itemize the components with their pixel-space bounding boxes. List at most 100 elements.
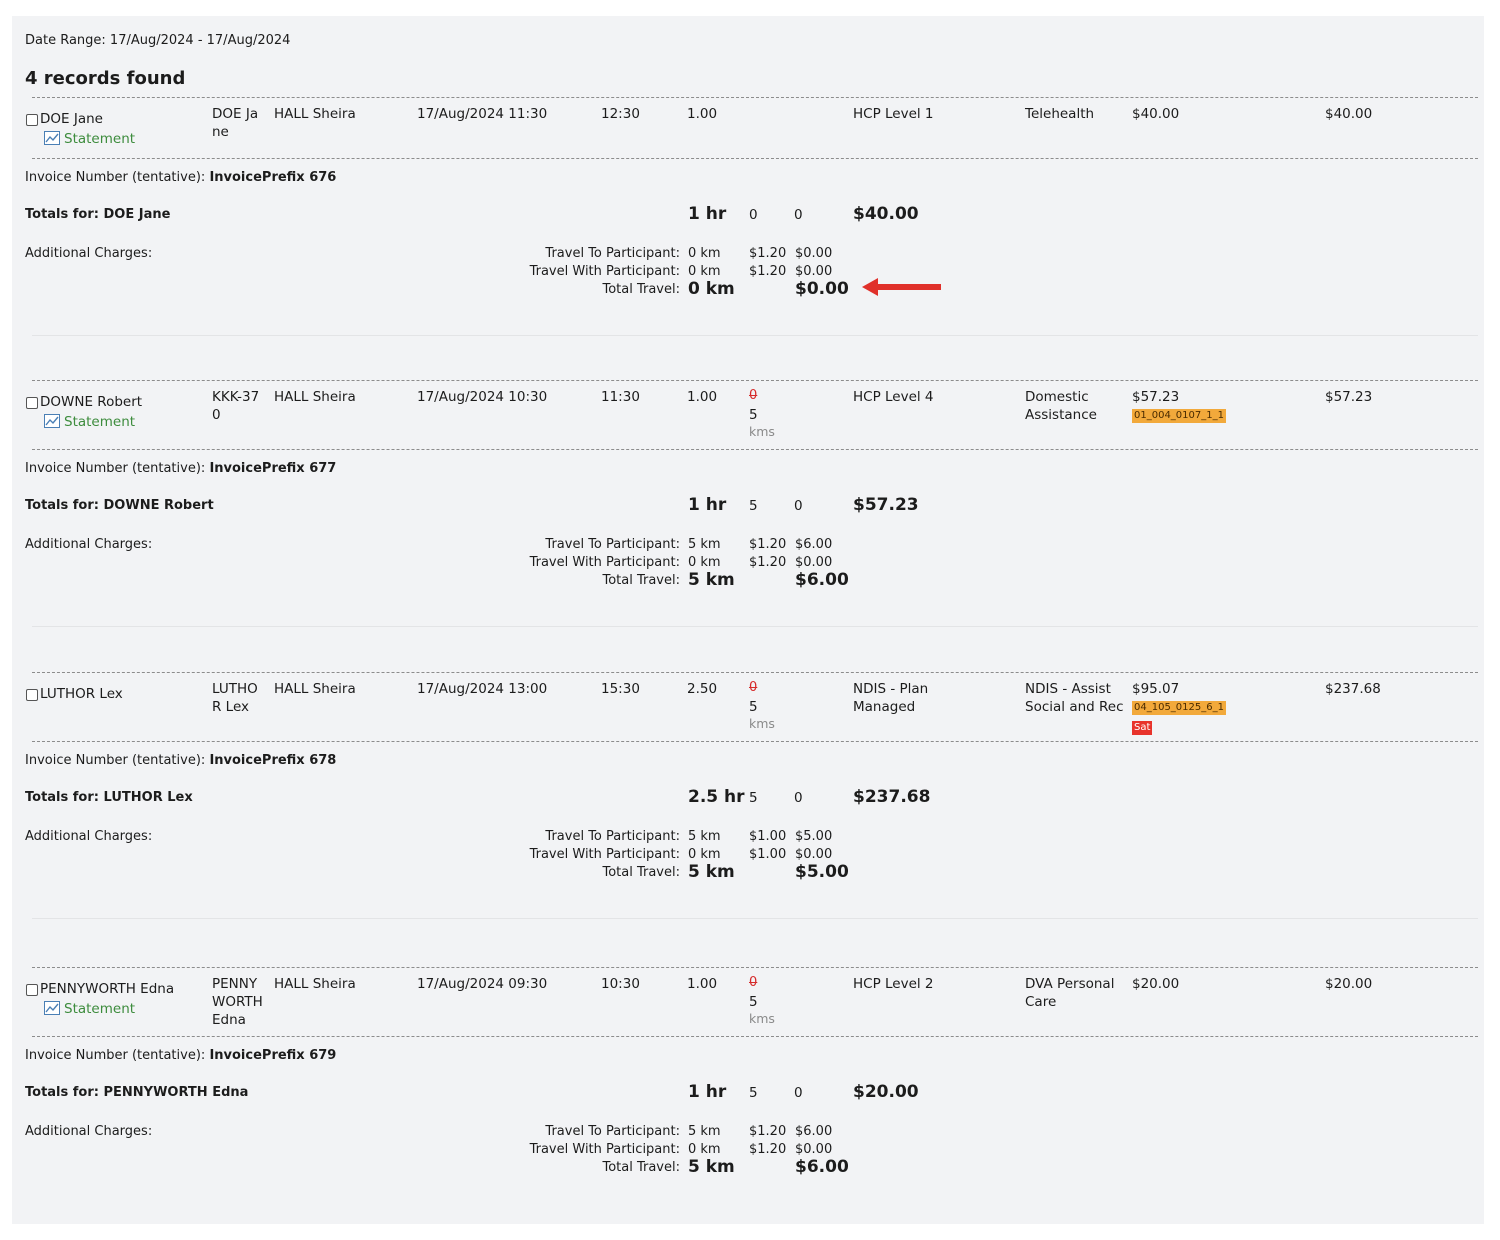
invoice-label: Invoice Number (tentative):: [25, 461, 206, 476]
invoice-value: InvoicePrefix 677: [209, 461, 337, 476]
service-name: Domestic: [1025, 389, 1089, 405]
row-checkbox[interactable]: [26, 114, 38, 126]
program-name: Managed: [853, 699, 916, 715]
totals-km: 5: [749, 790, 758, 806]
invoice-number: Invoice Number (tentative): InvoicePrefi…: [25, 1047, 336, 1065]
km-unit: kms: [749, 1011, 775, 1026]
invoice-label: Invoice Number (tentative):: [25, 1048, 206, 1063]
km-original: 0: [749, 975, 758, 990]
record-separator: [32, 335, 1478, 336]
program-name: NDIS - Plan: [853, 681, 929, 697]
additional-charges-label: Additional Charges:: [25, 829, 153, 844]
client-name[interactable]: PENNYWORTH Edna: [40, 981, 175, 997]
travel-with-rate: $1.00: [749, 847, 787, 862]
service-name: DVA Personal: [1025, 976, 1115, 992]
record-separator: [32, 626, 1478, 627]
worker-name: HALL Sheira: [274, 106, 356, 122]
km-original: 0: [749, 680, 758, 695]
invoice-number: Invoice Number (tentative): InvoicePrefi…: [25, 752, 336, 770]
travel-to-amount: $6.00: [795, 1124, 833, 1139]
totals-other: 0: [794, 498, 803, 514]
saturday-badge: Sat: [1132, 721, 1153, 735]
service-name: Assistance: [1025, 407, 1097, 423]
travel-with-km: 0 km: [688, 555, 721, 570]
totals-name: PENNYWORTH Edna: [103, 1085, 249, 1100]
totals-name: DOWNE Robert: [103, 498, 214, 513]
statement-link[interactable]: Statement: [44, 413, 135, 431]
shift-hours: 2.50: [687, 681, 718, 697]
totals-km: 5: [749, 1085, 758, 1101]
row-divider: [32, 380, 1478, 381]
totals-label: Totals for:: [25, 207, 99, 222]
travel-to-label: Travel To Participant:: [545, 829, 680, 844]
travel-to-amount: $6.00: [795, 537, 833, 552]
travel-to-rate: $1.20: [749, 1124, 787, 1139]
client-name[interactable]: DOE Jane: [40, 111, 103, 127]
travel-with-label: Travel With Participant:: [529, 847, 680, 862]
client-code: KKK-37: [212, 389, 260, 405]
total-travel-km: 0 km: [688, 279, 735, 299]
total-travel-amount: $6.00: [795, 1157, 849, 1177]
row-checkbox[interactable]: [26, 397, 38, 409]
row-checkbox[interactable]: [26, 984, 38, 996]
travel-to-amount: $0.00: [795, 246, 833, 261]
rate-value: $57.23: [1132, 389, 1180, 405]
service-name: NDIS - Assist: [1025, 681, 1111, 697]
invoice-label: Invoice Number (tentative):: [25, 170, 206, 185]
totals-name: LUTHOR Lex: [103, 790, 193, 805]
service-name: Social and Rec: [1025, 699, 1124, 715]
travel-to-label: Travel To Participant:: [545, 537, 680, 552]
client-name[interactable]: LUTHOR Lex: [40, 686, 123, 702]
statement-label: Statement: [64, 1001, 136, 1017]
client-code: WORTH: [212, 994, 263, 1010]
totals-other: 0: [794, 207, 803, 223]
row-checkbox[interactable]: [26, 689, 38, 701]
total-travel-km: 5 km: [688, 570, 735, 590]
statement-label: Statement: [64, 131, 136, 147]
total-travel-label: Total Travel:: [602, 282, 680, 297]
totals-for: Totals for: DOWNE Robert: [25, 497, 214, 515]
travel-with-label: Travel With Participant:: [529, 264, 680, 279]
service-code-badge: 01_004_0107_1_1: [1132, 409, 1226, 423]
invoice-value: InvoicePrefix 676: [209, 170, 337, 185]
invoice-number: Invoice Number (tentative): InvoicePrefi…: [25, 460, 336, 478]
service-name: Telehealth: [1025, 106, 1095, 122]
service-name: Care: [1025, 994, 1057, 1010]
program-name: HCP Level 1: [853, 106, 934, 122]
invoice-label: Invoice Number (tentative):: [25, 753, 206, 768]
travel-with-amount: $0.00: [795, 555, 833, 570]
invoice-divider: [32, 158, 1478, 159]
invoice-divider: [32, 1036, 1478, 1037]
client-code: 0: [212, 407, 221, 423]
rate-value: $40.00: [1132, 106, 1180, 122]
client-code: ne: [212, 124, 229, 140]
total-travel-amount: $6.00: [795, 570, 849, 590]
program-name: HCP Level 2: [853, 976, 934, 992]
km-value: 5: [749, 994, 758, 1010]
km-unit: kms: [749, 716, 775, 731]
statement-link[interactable]: Statement: [44, 130, 135, 148]
statement-link[interactable]: Statement: [44, 1000, 135, 1018]
total-travel-amount: $5.00: [795, 862, 849, 882]
invoice-number: Invoice Number (tentative): InvoicePrefi…: [25, 169, 336, 187]
travel-with-km: 0 km: [688, 847, 721, 862]
totals-amount: $40.00: [853, 204, 919, 224]
invoice-divider: [32, 741, 1478, 742]
travel-to-km: 5 km: [688, 1124, 721, 1139]
travel-to-rate: $1.20: [749, 246, 787, 261]
shift-hours: 1.00: [687, 389, 718, 405]
rate-value: $20.00: [1132, 976, 1180, 992]
invoice-value: InvoicePrefix 678: [209, 753, 337, 768]
additional-charges-label: Additional Charges:: [25, 246, 153, 261]
totals-hours: 2.5 hr: [688, 787, 745, 807]
travel-with-amount: $0.00: [795, 1142, 833, 1157]
totals-for: Totals for: PENNYWORTH Edna: [25, 1084, 248, 1102]
travel-with-rate: $1.20: [749, 1142, 787, 1157]
travel-with-label: Travel With Participant:: [529, 555, 680, 570]
client-name[interactable]: DOWNE Robert: [40, 394, 143, 410]
additional-charges-label: Additional Charges:: [25, 537, 153, 552]
shift-start: 17/Aug/2024 13:00: [417, 681, 548, 697]
row-divider: [32, 672, 1478, 673]
shift-start: 17/Aug/2024 11:30: [417, 106, 548, 122]
shift-end: 11:30: [601, 389, 640, 405]
